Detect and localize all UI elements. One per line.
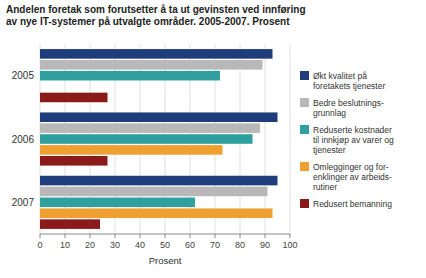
legend-label: Økt kvalitet påforetakets tjenester — [313, 71, 385, 91]
text-line: Omlegginger og for- — [313, 162, 389, 172]
background — [0, 0, 426, 278]
bars — [40, 49, 278, 229]
text-line: rutiner — [313, 182, 337, 192]
bar — [40, 71, 220, 81]
tick-mark — [215, 234, 216, 238]
bar — [40, 176, 278, 186]
category-label: 2007 — [12, 197, 35, 208]
text-line: Reduserte kostnader — [313, 125, 392, 135]
tick-mark — [40, 234, 41, 238]
category-label: 2006 — [12, 134, 35, 145]
bar — [40, 145, 223, 155]
x-axis-label: Prosent — [149, 255, 182, 266]
y-axis: 2005 2006 2007 — [12, 70, 35, 208]
x-axis: 0 10 20 30 40 50 60 70 80 90 100 — [37, 234, 297, 250]
tick-mark — [240, 234, 241, 238]
legend-label: Redusert bemanning — [313, 199, 392, 209]
bar — [40, 93, 108, 103]
text-line: av nye IT-systemer på utvalgte områder. … — [6, 16, 290, 27]
text-line: Økt kvalitet på — [313, 71, 367, 81]
axis-line — [40, 234, 290, 235]
tick-label: 20 — [85, 240, 95, 250]
bar — [40, 123, 260, 133]
category-label: 2005 — [12, 70, 35, 81]
legend: Økt kvalitet påforetakets tjenester Bedre… — [300, 71, 394, 209]
bar — [40, 198, 195, 208]
tick-label: 0 — [37, 240, 42, 250]
tick-mark — [115, 234, 116, 238]
tick-label: 40 — [135, 240, 145, 250]
text-line: foretakets tjenester — [313, 81, 385, 91]
text-line: Bedre beslutnings- — [313, 98, 384, 108]
tick-label: 50 — [160, 240, 170, 250]
tick-label: 70 — [210, 240, 220, 250]
grid-line — [265, 44, 266, 234]
bar — [40, 60, 263, 70]
tick-label: 30 — [110, 240, 120, 250]
text-line: Andelen foretak som forutsetter å ta ut … — [6, 4, 306, 15]
legend-label: Bedre beslutnings-grunnlag — [313, 98, 384, 118]
legend-swatch — [300, 98, 309, 107]
text-line: grunnlag — [313, 108, 346, 118]
legend-swatch — [300, 125, 309, 134]
tick-mark — [290, 234, 291, 238]
grid — [40, 44, 290, 234]
text-line: til innkjøp av varer og — [313, 135, 394, 145]
tick-mark — [65, 234, 66, 238]
title: Andelen foretak som forutsetter å ta ut … — [6, 4, 306, 27]
legend-swatch — [300, 71, 309, 80]
tick-mark — [140, 234, 141, 238]
tick-label: 90 — [260, 240, 270, 250]
text-line: tjenester — [313, 145, 346, 155]
bar — [40, 156, 108, 166]
legend-label: Reduserte kostnadertil innkjøp av varer … — [313, 125, 394, 155]
tick-label: 10 — [60, 240, 70, 250]
tick-label: 80 — [235, 240, 245, 250]
bar — [40, 187, 268, 197]
tick-mark — [190, 234, 191, 238]
chart-svg: Andelen foretak som forutsetter å ta ut … — [0, 0, 426, 278]
tick-mark — [165, 234, 166, 238]
tick-label: 60 — [185, 240, 195, 250]
bar — [40, 112, 278, 122]
text-line: Redusert bemanning — [313, 199, 392, 209]
bar — [40, 49, 273, 59]
chart-container: Andelen foretak som forutsetter å ta ut … — [0, 0, 426, 278]
legend-swatch — [300, 162, 309, 171]
tick-label: 100 — [282, 240, 297, 250]
legend-swatch — [300, 199, 309, 208]
bar — [40, 219, 100, 229]
legend-label: Omlegginger og for-enklinger av arbeids-… — [313, 162, 392, 192]
bar — [40, 208, 273, 218]
text-line: enklinger av arbeids- — [313, 172, 392, 182]
bar — [40, 134, 253, 144]
tick-mark — [90, 234, 91, 238]
grid-line — [290, 44, 291, 234]
tick-mark — [265, 234, 266, 238]
